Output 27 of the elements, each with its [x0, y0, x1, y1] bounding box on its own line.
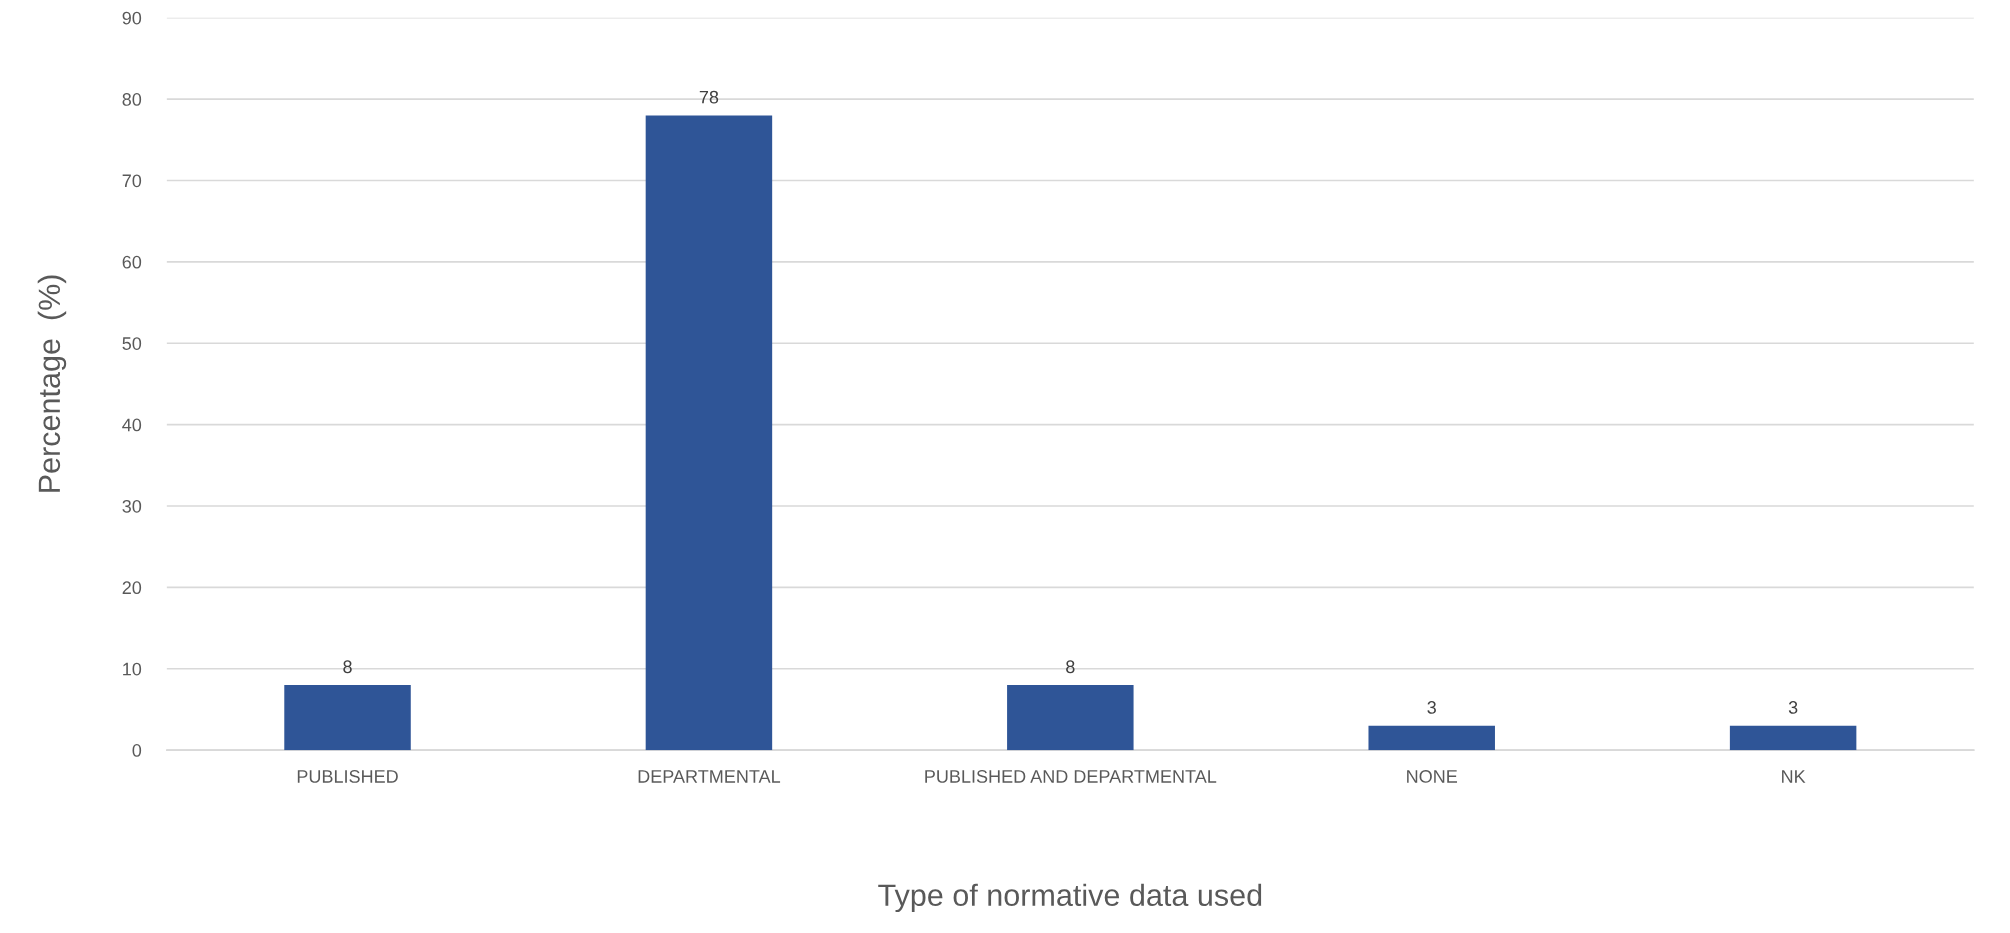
- y-tick-label: 80: [122, 93, 142, 106]
- y-tick-label: 0: [132, 744, 142, 757]
- bar: [284, 685, 411, 751]
- bar: [1368, 725, 1495, 751]
- data-label: 3: [1788, 701, 1798, 714]
- bar: [1729, 725, 1857, 751]
- x-axis-title: Type of normative data used: [878, 883, 1262, 913]
- bar: [645, 115, 773, 751]
- y-tick-label: 20: [122, 581, 142, 595]
- y-tick-label: 60: [122, 255, 142, 269]
- data-label: 8: [1066, 660, 1075, 674]
- x-tick-label: NK: [1782, 770, 1806, 783]
- y-tick-label: 40: [122, 418, 142, 432]
- y-tick-label: 30: [122, 499, 142, 513]
- x-tick-label: PUBLISHED AND DEPARTMENTAL: [925, 770, 1217, 783]
- x-tick-label: NONE: [1407, 770, 1458, 783]
- y-axis-title: Percentage (%): [37, 275, 67, 492]
- y-tick-label: 70: [122, 174, 142, 188]
- y-tick-label: 50: [122, 337, 142, 350]
- bar: [1007, 685, 1134, 751]
- x-tick-label: PUBLISHED: [297, 770, 398, 783]
- data-label: 3: [1427, 701, 1436, 714]
- x-tick-label: DEPARTMENTAL: [638, 770, 781, 783]
- y-tick-label: 90: [122, 11, 142, 25]
- y-tick-label: 10: [123, 662, 142, 676]
- data-label: 78: [699, 90, 719, 104]
- data-label: 8: [343, 660, 352, 674]
